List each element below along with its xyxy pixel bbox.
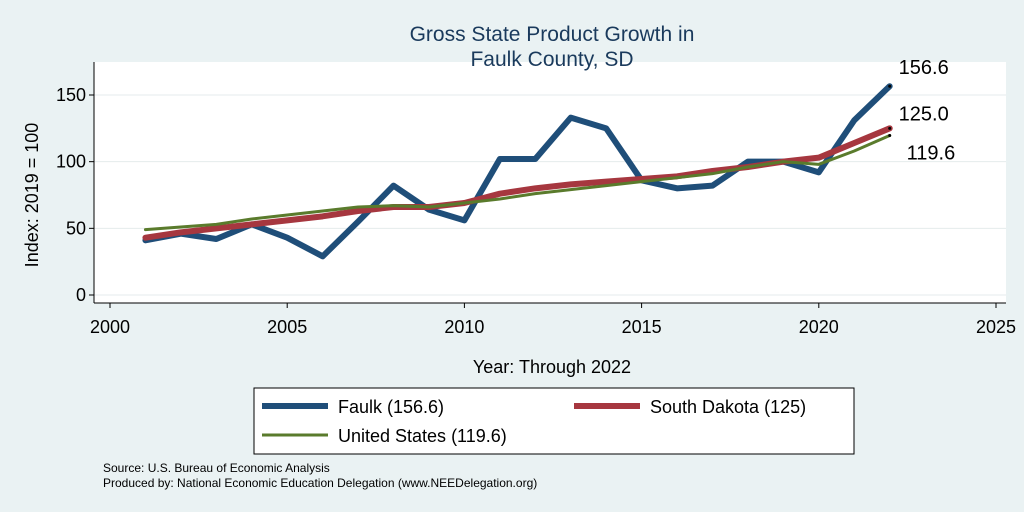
y-tick-label-0: 0 (76, 285, 86, 305)
series-line-united-states (143, 134, 892, 232)
y-tick-label-150: 150 (56, 85, 86, 105)
chart-title-line-2: Faulk County, SD (470, 48, 633, 71)
end-label-south-dakota: 125.0 (899, 103, 949, 125)
legend-label-united-states: United States (119.6) (338, 426, 507, 446)
x-tick-label-2025: 2025 (976, 317, 1016, 337)
source-line: Source: U.S. Bureau of Economic Analysis (103, 461, 330, 475)
legend-label-faulk: Faulk (156.6) (338, 397, 444, 417)
legend-label-south-dakota: South Dakota (125) (650, 397, 806, 417)
end-marker-faulk (888, 84, 892, 88)
legend: Faulk (156.6) South Dakota (125) United … (253, 387, 855, 455)
x-tick-label-2005: 2005 (267, 317, 307, 337)
labels: Gross State Product Growth in Faulk Coun… (22, 23, 955, 377)
chart-title-line-1: Gross State Product Growth in (410, 23, 695, 46)
end-label-faulk: 156.6 (899, 57, 949, 79)
end-marker-south-dakota (888, 126, 892, 130)
produced-by-line: Produced by: National Economic Education… (103, 476, 538, 490)
y-tick-label-50: 50 (66, 218, 86, 238)
legend-box (253, 387, 855, 455)
y-axis-title: Index: 2019 = 100 (22, 123, 42, 268)
x-tick-label-2000: 2000 (90, 317, 130, 337)
x-tick-label-2015: 2015 (622, 317, 662, 337)
x-tick-label-2020: 2020 (799, 317, 839, 337)
x-axis-title: Year: Through 2022 (473, 357, 631, 377)
axes: 0 50 100 150 2000 2005 2010 2015 2020 2025 (56, 62, 1016, 337)
y-tick-label-100: 100 (56, 152, 86, 172)
x-tick-label-2010: 2010 (444, 317, 484, 337)
end-marker-united-states (888, 134, 892, 138)
series-lines (142, 83, 893, 260)
plot-area (94, 62, 1006, 303)
end-label-united-states: 119.6 (907, 143, 956, 165)
